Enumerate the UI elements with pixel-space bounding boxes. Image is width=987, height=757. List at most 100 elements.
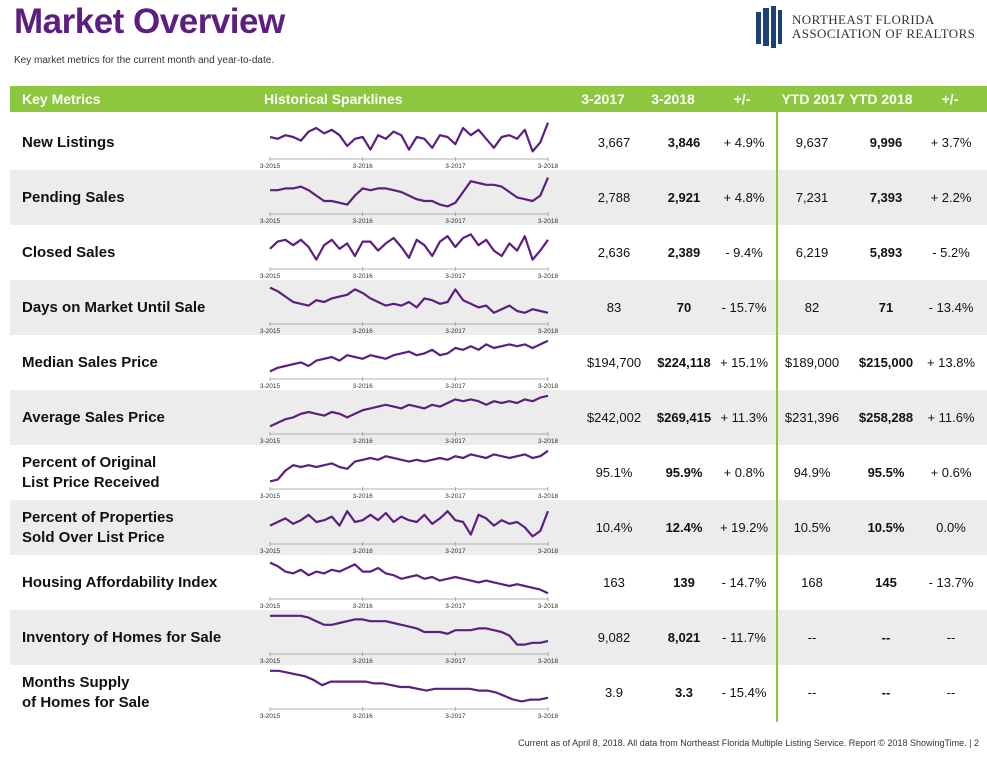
sparkline-tick-label: 3-2016 [353,163,374,170]
table-row: Housing Affordability Index 3-2015 3-2016 3… [10,555,987,610]
value-mchg: - 15.4% [721,685,767,700]
value-mchg: - 15.7% [721,300,767,315]
value-y2017: -- [807,630,817,645]
value-m2017: 3,667 [597,135,631,150]
sparkline-tick-label: 3-2018 [538,383,559,390]
value-y2017: 168 [801,575,823,590]
value-m2018: 70 [676,300,692,315]
metric-name: Months Supply of Homes for Sale [22,673,150,711]
value-m2017: 2,636 [597,245,631,260]
logo-line-1: NORTHEAST FLORIDA [792,12,935,27]
sparkline-tick-label: 3-2018 [538,493,559,500]
sparkline: 3-2015 3-2016 3-2017 3-2018 [260,177,559,225]
table-row: Days on Market Until Sale 3-2015 3-2016 3-2… [10,280,987,335]
page-title: Market Overview [14,2,285,41]
sparkline-tick-label: 3-2017 [445,658,466,665]
value-ychg: -- [946,630,956,645]
footer-note: Current as of April 8, 2018. All data fr… [518,738,979,748]
sparkline-tick-label: 3-2016 [353,328,374,335]
value-m2017: 9,082 [597,630,631,645]
value-ychg: + 11.6% [927,410,975,425]
sparkline: 3-2015 3-2016 3-2017 3-2018 [260,561,558,610]
sparkline-tick-label: 3-2015 [260,713,281,720]
realtors-logo: NORTHEAST FLORIDA ASSOCIATION OF REALTOR… [756,6,984,50]
table-row: Pending Sales 3-2015 3-2016 3-2017 3-2018 2,7… [10,170,987,225]
value-y2017: $231,396 [784,410,840,425]
sparkline-tick-label: 3-2015 [260,658,281,665]
value-mchg: + 11.3% [720,410,768,425]
value-ychg: - 13.4% [928,300,974,315]
value-y2017: 7,231 [795,190,829,205]
sparkline-tick-label: 3-2015 [260,493,281,500]
sparkline-tick-label: 3-2017 [445,383,466,390]
value-m2018: 8,021 [667,630,701,645]
page-subtitle: Key market metrics for the current month… [14,55,275,66]
value-m2017: 10.4% [595,520,633,535]
value-m2018: $269,415 [656,410,712,425]
value-y2018: 95.5% [867,465,905,480]
sparkline-tick-label: 3-2015 [260,273,281,280]
sparkline-tick-label: 3-2016 [353,713,374,720]
sparkline: 3-2015 3-2016 3-2017 3-2018 [260,286,559,335]
table-row: Percent of Original List Price Received 3… [10,445,987,500]
value-y2018: -- [881,630,891,645]
logo-line-2: ASSOCIATION OF REALTORS [792,26,976,41]
sparkline-tick-label: 3-2018 [538,658,559,665]
sparkline-line [269,233,549,261]
sparkline-tick-label: 3-2018 [538,328,559,335]
sparkline-tick-label: 3-2016 [353,493,374,500]
value-ychg: - 13.7% [928,575,974,590]
value-y2018: $258,288 [858,410,914,425]
sparkline: 3-2015 3-2016 3-2017 3-2018 [260,339,559,390]
table-row: Months Supply of Homes for Sale 3-2015 3-2… [10,665,987,720]
value-mchg: - 11.7% [722,630,766,645]
metric-label: Percent of Properties Sold Over List Pri… [22,500,262,555]
value-mchg: + 19.2% [719,520,769,535]
value-y2017: 10.5% [793,520,831,535]
metric-name: Median Sales Price [22,353,158,371]
sparkline-tick-label: 3-2018 [538,713,559,720]
header-month-2018: 3-2018 [651,91,695,107]
table-row: Median Sales Price 3-2015 3-2016 3-2017 3-20… [10,335,987,390]
sparkline-tick-label: 3-2017 [445,548,466,555]
value-ychg: + 2.2% [930,190,972,205]
value-y2018: 145 [875,575,897,590]
value-y2017: $189,000 [784,355,840,370]
value-m2017: 83 [606,300,622,315]
sparkline-tick-label: 3-2016 [353,548,374,555]
sparkline-tick-label: 3-2017 [445,493,466,500]
header-ytd-2017: YTD 2017 [781,91,845,107]
metric-label: Days on Market Until Sale [22,280,262,335]
value-m2018: 3,846 [667,135,701,150]
ytd-divider [776,112,778,722]
metric-name: Days on Market Until Sale [22,298,206,316]
sparkline: 3-2015 3-2016 3-2017 3-2018 [260,669,559,720]
table-row: Percent of Properties Sold Over List Pri… [10,500,987,555]
sparkline-line [270,669,549,703]
metric-label: Housing Affordability Index [22,555,262,610]
header-month-change: +/- [733,91,751,107]
header-ytd-change: +/- [941,91,959,107]
table-row: Closed Sales 3-2015 3-2016 3-2017 3-2018 2,63… [10,225,987,280]
value-m2017: 2,788 [597,190,631,205]
sparkline-line [270,614,549,646]
header-month-2017: 3-2017 [581,91,625,107]
sparkline-tick-label: 3-2018 [538,218,559,225]
sparkline-tick-label: 3-2016 [353,218,374,225]
sparkline-line [270,177,550,208]
metric-name: New Listings [22,133,115,151]
metric-label: Median Sales Price [22,335,262,390]
sparkline-tick-label: 3-2018 [538,438,559,445]
value-y2018: 5,893 [869,245,903,260]
value-ychg: + 0.6% [930,465,972,480]
value-m2017: $242,002 [586,410,642,425]
value-m2018: 95.9% [665,465,703,480]
sparkline-tick-label: 3-2016 [353,383,374,390]
sparkline-tick-label: 3-2015 [260,548,281,555]
sparkline-line [269,122,550,153]
sparkline-tick-label: 3-2015 [260,383,281,390]
metric-label: Pending Sales [22,170,262,225]
value-y2017: 6,219 [795,245,829,260]
value-y2017: 94.9% [793,465,831,480]
value-m2018: 2,921 [667,190,701,205]
